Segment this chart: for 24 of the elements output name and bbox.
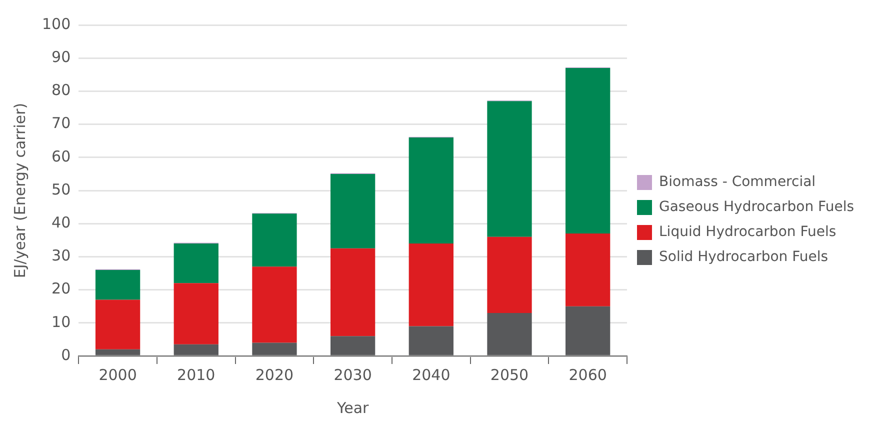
x-axis-title: Year <box>336 398 370 417</box>
y-tick-label: 40 <box>52 213 71 232</box>
y-tick-label: 100 <box>42 14 71 33</box>
legend-label: Liquid Hydrocarbon Fuels <box>659 224 836 240</box>
x-tick-label: 2020 <box>255 366 294 384</box>
y-tick-label: 0 <box>61 346 71 364</box>
y-tick-label: 60 <box>52 147 71 166</box>
y-tick-label: 50 <box>52 180 71 198</box>
y-tick-label: 30 <box>52 246 71 265</box>
legend-label: Solid Hydrocarbon Fuels <box>659 249 828 266</box>
legend-label: Gaseous Hydrocarbon Fuels <box>659 199 854 216</box>
y-tick-label: 20 <box>52 280 71 298</box>
y-tick-label: 10 <box>52 312 71 331</box>
x-tick-label: 2040 <box>412 366 450 384</box>
x-tick-label: 2060 <box>568 366 607 384</box>
x-tick-label: 2000 <box>98 366 137 384</box>
y-axis-title: EJ/year (Energy carrier) <box>10 102 29 278</box>
x-tick-label: 2030 <box>334 366 372 384</box>
y-tick-label: 90 <box>52 48 71 66</box>
y-tick-label: 80 <box>52 81 71 100</box>
x-tick-label: 2010 <box>177 366 216 384</box>
x-tick-label: 2050 <box>490 366 529 384</box>
y-tick-label: 70 <box>52 114 71 132</box>
legend-label: Biomass - Commercial <box>659 174 816 190</box>
